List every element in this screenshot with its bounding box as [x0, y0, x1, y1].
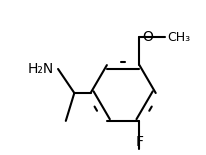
Text: CH₃: CH₃: [167, 31, 191, 44]
Text: O: O: [143, 30, 153, 44]
Text: H₂N: H₂N: [28, 62, 54, 76]
Text: F: F: [135, 135, 143, 149]
